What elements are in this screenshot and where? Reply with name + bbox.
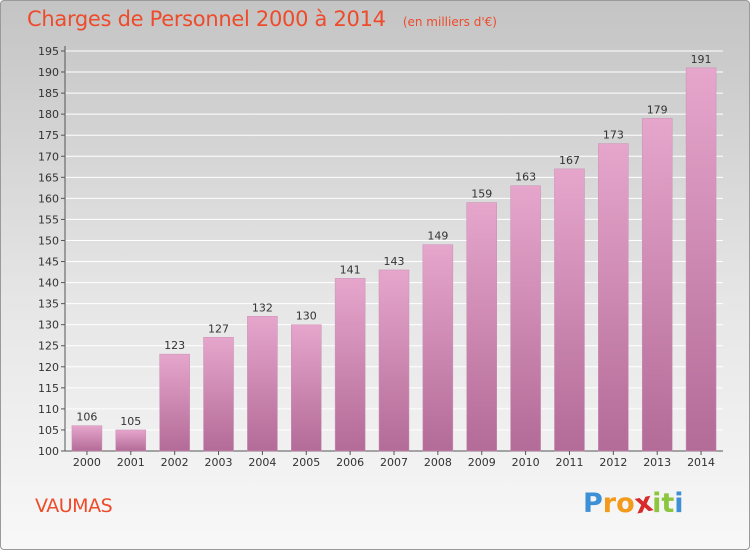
y-tick-label: 155: [38, 213, 59, 226]
logo-letter: i: [674, 488, 684, 519]
x-tick-label-2007: 2007: [380, 456, 408, 469]
x-tick-label-2000: 2000: [73, 456, 101, 469]
y-tick-label: 105: [38, 424, 59, 437]
data-label-2004: 132: [252, 301, 273, 314]
x-tick-label-2010: 2010: [512, 456, 540, 469]
y-tick-labels: 100 105 110 115 120 125 130 135 140 145 150 155 160 1…: [38, 45, 59, 458]
bar-2011: [554, 168, 585, 452]
data-label-2012: 173: [603, 129, 624, 142]
bars: [71, 67, 717, 452]
data-labels: 106 105 123 127 132 130 141 143 149 159 163 167 173 1…: [76, 53, 711, 428]
x-tick-label-2012: 2012: [599, 456, 627, 469]
bar-2004: [247, 316, 278, 452]
x-tick-label-2008: 2008: [424, 456, 452, 469]
bar-2007: [378, 269, 410, 452]
logo-letter: P: [583, 488, 603, 519]
data-label-2002: 123: [164, 339, 185, 352]
bar-2010: [510, 185, 541, 452]
y-tick-label: 145: [38, 256, 59, 269]
y-tick-label: 165: [38, 171, 59, 184]
x-tick-label-2004: 2004: [248, 456, 276, 469]
y-tick-label: 120: [38, 361, 59, 374]
data-label-2003: 127: [208, 322, 229, 335]
logo-letter: i: [652, 488, 662, 519]
y-tick-label: 100: [38, 445, 59, 458]
x-tick-label-2003: 2003: [205, 456, 233, 469]
x-tick-label-2013: 2013: [643, 456, 671, 469]
data-label-2010: 163: [515, 171, 536, 184]
y-tick-label: 125: [38, 340, 59, 353]
data-label-2009: 159: [471, 188, 492, 201]
data-label-2013: 179: [647, 103, 668, 116]
y-tick-label: 195: [38, 45, 59, 58]
bar-2006: [334, 278, 366, 452]
y-tick-label: 160: [38, 192, 59, 205]
x-tick-label-2001: 2001: [117, 456, 145, 469]
y-tick-label: 170: [38, 150, 59, 163]
data-label-2005: 130: [296, 310, 317, 323]
x-tick-label-2009: 2009: [468, 456, 496, 469]
x-tick-label-2002: 2002: [161, 456, 189, 469]
logo-letter: r: [602, 488, 617, 519]
data-label-2008: 149: [427, 230, 448, 243]
x-tick-label-2014: 2014: [687, 456, 715, 469]
x-tick-label-2005: 2005: [292, 456, 320, 469]
y-tick-label: 185: [38, 87, 59, 100]
bar-2012: [598, 143, 629, 452]
data-label-2014: 191: [691, 53, 712, 66]
y-tick-label: 140: [38, 277, 59, 290]
data-label-2007: 143: [384, 255, 405, 268]
data-label-2011: 167: [559, 154, 580, 167]
y-tick-label: 135: [38, 298, 59, 311]
x-tick-label-2011: 2011: [555, 456, 583, 469]
bar-2002: [159, 353, 190, 452]
bar-2003: [203, 337, 234, 452]
bar-2014: [685, 67, 717, 452]
chart-subtitle: (en milliers d'€): [402, 15, 497, 29]
bar-2000: [71, 425, 103, 452]
bar-2009: [466, 202, 497, 452]
bar-2005: [291, 324, 322, 452]
data-label-2006: 141: [340, 263, 361, 276]
title-block: Charges de Personnel 2000 à 2014 (en mil…: [27, 7, 497, 31]
y-tick-label: 180: [38, 108, 59, 121]
proxiti-logo[interactable]: Proxiti: [583, 487, 684, 521]
y-tick-label: 150: [38, 234, 59, 247]
bar-2013: [641, 118, 673, 452]
bar-2001: [115, 429, 147, 452]
logo-letter: o: [616, 488, 635, 519]
y-tick-label: 115: [38, 382, 59, 395]
commune-name: VAUMAS: [35, 495, 113, 517]
x-tick-labels: 2000 2001 2002 2003 2004 2005 2006 2007 2008 2009…: [73, 451, 715, 469]
chart-title: Charges de Personnel 2000 à 2014: [27, 7, 386, 31]
x-tick-label-2006: 2006: [336, 456, 364, 469]
y-tick-label: 190: [38, 66, 59, 79]
logo-letter: t: [661, 488, 675, 519]
bar-2008: [422, 244, 454, 452]
y-tick-label: 175: [38, 129, 59, 142]
data-label-2000: 106: [76, 411, 97, 424]
data-label-2001: 105: [120, 415, 141, 428]
y-tick-label: 110: [38, 403, 59, 416]
y-tick-label: 130: [38, 319, 59, 332]
